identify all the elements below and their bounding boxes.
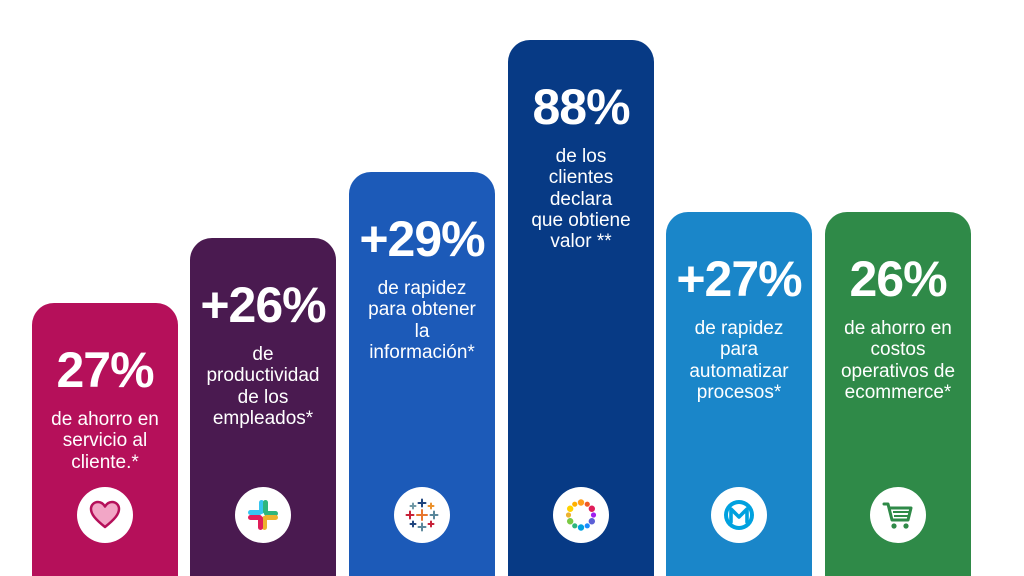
bar-3: +29% de rapidez para obtener la informaci… — [349, 172, 495, 576]
icon-badge — [394, 487, 450, 543]
heart-icon — [89, 500, 121, 529]
icon-badge — [870, 487, 926, 543]
bar-6: 26% de ahorro en costos operativos de eco… — [825, 212, 971, 576]
bar-4: 88% de los clientes declara que obtiene v… — [508, 40, 654, 576]
bar-value-label: +26% — [200, 277, 326, 333]
shopping-cart-icon — [882, 502, 913, 529]
icon-badge — [235, 487, 291, 543]
bar-description: de productividad de los empleados* — [206, 344, 320, 429]
bar-2: +26% de productividad de los empleados* — [190, 238, 336, 576]
icon-badge — [553, 487, 609, 543]
bar-1: 27% de ahorro en servicio al cliente.* — [32, 303, 178, 576]
bar-description: de rapidez para automatizar procesos* — [689, 318, 789, 403]
icon-badge — [77, 487, 133, 543]
icon-badge — [711, 487, 767, 543]
bar-value-label: +27% — [676, 251, 802, 307]
bar-description: de ahorro en costos operativos de ecomme… — [840, 318, 956, 403]
bar-5: +27% de rapidez para automatizar procesos… — [666, 212, 812, 576]
tableau-logo-icon — [405, 498, 439, 532]
bar-value-label: +29% — [359, 211, 485, 267]
bar-value-label: 26% — [849, 251, 947, 307]
bar-description: de los clientes declara que obtiene valo… — [531, 146, 631, 253]
bar-value-label: 88% — [532, 79, 630, 135]
bar-description: de ahorro en servicio al cliente.* — [51, 409, 159, 473]
bar-value-label: 27% — [56, 342, 154, 398]
dots-ring-logo-icon — [565, 499, 597, 531]
mulesoft-logo-icon — [724, 500, 754, 530]
slack-logo-icon — [248, 500, 278, 530]
bar-description: de rapidez para obtener la información* — [368, 278, 476, 363]
